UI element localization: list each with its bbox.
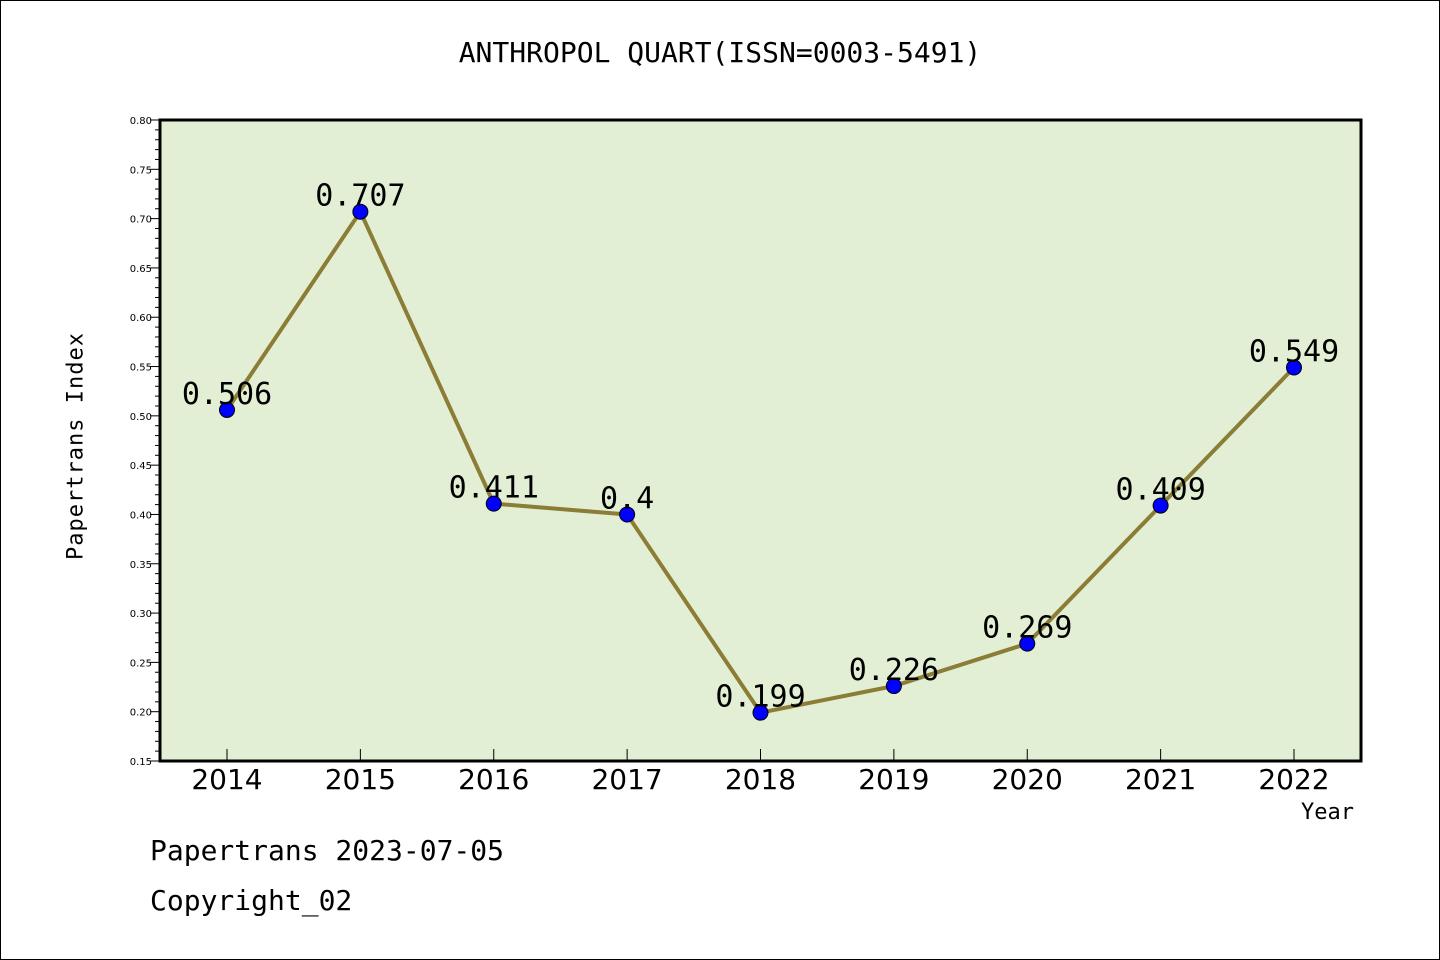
data-label: 0.226 <box>849 653 939 688</box>
data-label: 0.549 <box>1249 335 1339 370</box>
data-label: 0.506 <box>182 377 272 412</box>
y-tick-label: 0.15 <box>130 757 152 768</box>
y-tick-label: 0.75 <box>130 165 152 176</box>
x-tick-label: 2014 <box>191 763 262 796</box>
x-tick-label: 2016 <box>458 763 529 796</box>
y-tick-label: 0.50 <box>130 412 152 423</box>
x-tick-label: 2015 <box>325 763 396 796</box>
plot-area <box>160 120 1361 761</box>
footer-copyright: Copyright_02 <box>150 884 352 917</box>
y-axis-label: Papertrans Index <box>64 332 89 560</box>
x-tick-label: 2020 <box>992 763 1063 796</box>
x-tick-label: 2017 <box>591 763 662 796</box>
y-tick-label: 0.65 <box>130 264 152 275</box>
y-tick-label: 0.20 <box>130 708 152 719</box>
data-label: 0.409 <box>1115 473 1205 508</box>
data-label: 0.199 <box>715 680 805 715</box>
y-tick-label: 0.70 <box>130 215 152 226</box>
data-label: 0.4 <box>600 481 654 516</box>
y-tick-label: 0.40 <box>130 510 152 521</box>
x-tick-label: 2021 <box>1125 763 1196 796</box>
y-tick-label: 0.45 <box>130 461 152 472</box>
y-tick-label: 0.35 <box>130 560 152 571</box>
x-tick-label: 2022 <box>1258 763 1329 796</box>
x-axis-label: Year <box>1301 800 1354 825</box>
x-tick-label: 2019 <box>858 763 929 796</box>
y-tick-label: 0.60 <box>130 313 152 324</box>
footer-date: Papertrans 2023-07-05 <box>150 834 504 867</box>
x-tick-label: 2018 <box>725 763 796 796</box>
y-tick-label: 0.80 <box>130 116 152 127</box>
y-tick-label: 0.55 <box>130 363 152 374</box>
data-label: 0.411 <box>449 471 539 506</box>
y-tick-label: 0.25 <box>130 658 152 669</box>
data-label: 0.707 <box>315 179 405 214</box>
y-tick-label: 0.30 <box>130 609 152 620</box>
data-label: 0.269 <box>982 611 1072 646</box>
